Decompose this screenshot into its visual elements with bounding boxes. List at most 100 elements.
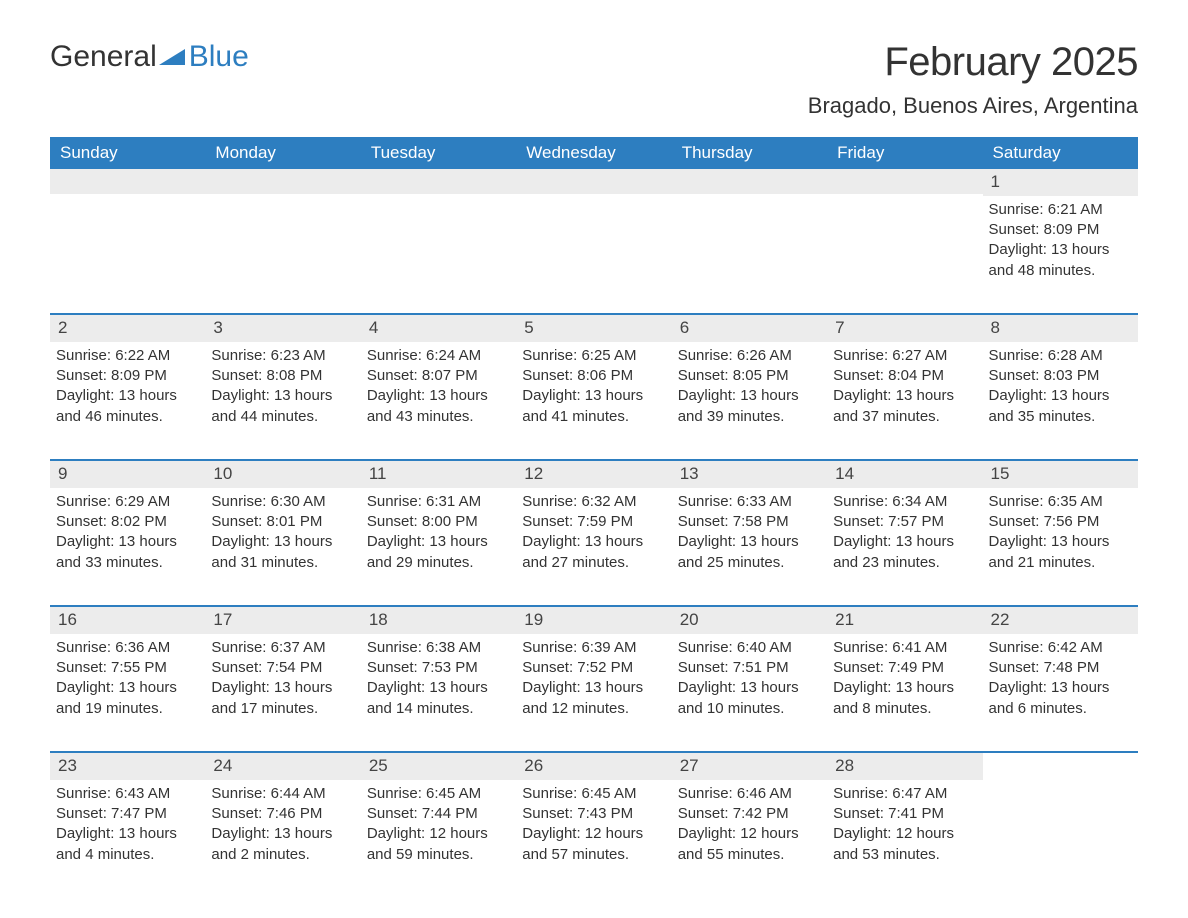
day-details: Sunrise: 6:33 AMSunset: 7:58 PMDaylight:…: [678, 492, 821, 573]
sunset-text: Sunset: 7:54 PM: [211, 658, 354, 678]
sunrise-text: Sunrise: 6:29 AM: [56, 492, 199, 512]
daylight-text: Daylight: 13 hours and 21 minutes.: [989, 532, 1132, 573]
daylight-text: Daylight: 13 hours and 14 minutes.: [367, 678, 510, 719]
sunrise-text: Sunrise: 6:32 AM: [522, 492, 665, 512]
day-cell: 12Sunrise: 6:32 AMSunset: 7:59 PMDayligh…: [516, 461, 671, 581]
day-number: [516, 169, 671, 194]
logo: General Blue: [50, 40, 249, 74]
sunrise-text: Sunrise: 6:26 AM: [678, 346, 821, 366]
day-cell: 14Sunrise: 6:34 AMSunset: 7:57 PMDayligh…: [827, 461, 982, 581]
day-header-cell: Tuesday: [361, 137, 516, 169]
day-details: Sunrise: 6:22 AMSunset: 8:09 PMDaylight:…: [56, 346, 199, 427]
sunset-text: Sunset: 7:58 PM: [678, 512, 821, 532]
day-number: 4: [361, 315, 516, 342]
month-title: February 2025: [808, 40, 1138, 85]
day-header-cell: Thursday: [672, 137, 827, 169]
page-header: General Blue February 2025 Bragado, Buen…: [50, 40, 1138, 119]
sunset-text: Sunset: 7:52 PM: [522, 658, 665, 678]
day-details: Sunrise: 6:37 AMSunset: 7:54 PMDaylight:…: [211, 638, 354, 719]
day-cell: 8Sunrise: 6:28 AMSunset: 8:03 PMDaylight…: [983, 315, 1138, 435]
day-number: 10: [205, 461, 360, 488]
day-cell-empty: [361, 169, 516, 289]
calendar: SundayMondayTuesdayWednesdayThursdayFrid…: [50, 137, 1138, 873]
day-header-cell: Saturday: [983, 137, 1138, 169]
sunset-text: Sunset: 7:59 PM: [522, 512, 665, 532]
day-number: 28: [827, 753, 982, 780]
day-cell: 6Sunrise: 6:26 AMSunset: 8:05 PMDaylight…: [672, 315, 827, 435]
day-number: 24: [205, 753, 360, 780]
day-cell: 13Sunrise: 6:33 AMSunset: 7:58 PMDayligh…: [672, 461, 827, 581]
day-details: Sunrise: 6:43 AMSunset: 7:47 PMDaylight:…: [56, 784, 199, 865]
sunrise-text: Sunrise: 6:34 AM: [833, 492, 976, 512]
day-cell-empty: [672, 169, 827, 289]
day-details: Sunrise: 6:36 AMSunset: 7:55 PMDaylight:…: [56, 638, 199, 719]
day-number: 3: [205, 315, 360, 342]
daylight-text: Daylight: 13 hours and 46 minutes.: [56, 386, 199, 427]
day-cell: 3 Sunrise: 6:23 AMSunset: 8:08 PMDaylight…: [205, 315, 360, 435]
week-row: 16 Sunrise: 6:36 AMSunset: 7:55 PMDayligh…: [50, 605, 1138, 727]
day-details: Sunrise: 6:21 AMSunset: 8:09 PMDaylight:…: [989, 200, 1132, 281]
daylight-text: Daylight: 13 hours and 12 minutes.: [522, 678, 665, 719]
day-number: 9: [50, 461, 205, 488]
sunrise-text: Sunrise: 6:47 AM: [833, 784, 976, 804]
daylight-text: Daylight: 13 hours and 2 minutes.: [211, 824, 354, 865]
week-row: 9Sunrise: 6:29 AMSunset: 8:02 PMDaylight…: [50, 459, 1138, 581]
day-number: [361, 169, 516, 194]
day-details: Sunrise: 6:39 AMSunset: 7:52 PMDaylight:…: [522, 638, 665, 719]
sunset-text: Sunset: 7:47 PM: [56, 804, 199, 824]
sunset-text: Sunset: 7:48 PM: [989, 658, 1132, 678]
day-number: 20: [672, 607, 827, 634]
sunset-text: Sunset: 7:44 PM: [367, 804, 510, 824]
week-row: 1 Sunrise: 6:21 AMSunset: 8:09 PMDaylight…: [50, 169, 1138, 289]
day-cell: 28 Sunrise: 6:47 AMSunset: 7:41 PMDayligh…: [827, 753, 982, 873]
sunset-text: Sunset: 8:08 PM: [211, 366, 354, 386]
sunset-text: Sunset: 7:41 PM: [833, 804, 976, 824]
day-details: Sunrise: 6:40 AMSunset: 7:51 PMDaylight:…: [678, 638, 821, 719]
sunset-text: Sunset: 7:51 PM: [678, 658, 821, 678]
daylight-text: Daylight: 13 hours and 8 minutes.: [833, 678, 976, 719]
day-details: Sunrise: 6:27 AMSunset: 8:04 PMDaylight:…: [833, 346, 976, 427]
day-number: [672, 169, 827, 194]
daylight-text: Daylight: 12 hours and 59 minutes.: [367, 824, 510, 865]
sunrise-text: Sunrise: 6:25 AM: [522, 346, 665, 366]
sunrise-text: Sunrise: 6:45 AM: [522, 784, 665, 804]
day-number: 6: [672, 315, 827, 342]
day-cell: 5Sunrise: 6:25 AMSunset: 8:06 PMDaylight…: [516, 315, 671, 435]
day-number: 1: [983, 169, 1138, 196]
day-number: 15: [983, 461, 1138, 488]
daylight-text: Daylight: 13 hours and 37 minutes.: [833, 386, 976, 427]
day-details: Sunrise: 6:41 AMSunset: 7:49 PMDaylight:…: [833, 638, 976, 719]
day-header-cell: Sunday: [50, 137, 205, 169]
logo-text-blue: Blue: [189, 40, 249, 74]
day-cell: 24Sunrise: 6:44 AMSunset: 7:46 PMDayligh…: [205, 753, 360, 873]
title-block: February 2025 Bragado, Buenos Aires, Arg…: [808, 40, 1138, 119]
day-cell: 21Sunrise: 6:41 AMSunset: 7:49 PMDayligh…: [827, 607, 982, 727]
sunset-text: Sunset: 8:09 PM: [989, 220, 1132, 240]
daylight-text: Daylight: 12 hours and 53 minutes.: [833, 824, 976, 865]
day-details: Sunrise: 6:47 AMSunset: 7:41 PMDaylight:…: [833, 784, 976, 865]
sunset-text: Sunset: 7:57 PM: [833, 512, 976, 532]
day-header-cell: Monday: [205, 137, 360, 169]
daylight-text: Daylight: 13 hours and 35 minutes.: [989, 386, 1132, 427]
sunrise-text: Sunrise: 6:24 AM: [367, 346, 510, 366]
day-number: 23: [50, 753, 205, 780]
sunset-text: Sunset: 8:03 PM: [989, 366, 1132, 386]
day-cell: 18Sunrise: 6:38 AMSunset: 7:53 PMDayligh…: [361, 607, 516, 727]
daylight-text: Daylight: 13 hours and 27 minutes.: [522, 532, 665, 573]
sunset-text: Sunset: 7:55 PM: [56, 658, 199, 678]
sunrise-text: Sunrise: 6:43 AM: [56, 784, 199, 804]
day-number: 11: [361, 461, 516, 488]
day-number: 16: [50, 607, 205, 634]
week-row: 23Sunrise: 6:43 AMSunset: 7:47 PMDayligh…: [50, 751, 1138, 873]
sunset-text: Sunset: 8:07 PM: [367, 366, 510, 386]
day-details: Sunrise: 6:46 AMSunset: 7:42 PMDaylight:…: [678, 784, 821, 865]
day-cell: 9Sunrise: 6:29 AMSunset: 8:02 PMDaylight…: [50, 461, 205, 581]
sunrise-text: Sunrise: 6:40 AM: [678, 638, 821, 658]
day-details: Sunrise: 6:23 AMSunset: 8:08 PMDaylight:…: [211, 346, 354, 427]
daylight-text: Daylight: 13 hours and 33 minutes.: [56, 532, 199, 573]
sunrise-text: Sunrise: 6:31 AM: [367, 492, 510, 512]
day-cell: 2Sunrise: 6:22 AMSunset: 8:09 PMDaylight…: [50, 315, 205, 435]
sunrise-text: Sunrise: 6:27 AM: [833, 346, 976, 366]
sunrise-text: Sunrise: 6:33 AM: [678, 492, 821, 512]
sunset-text: Sunset: 7:43 PM: [522, 804, 665, 824]
